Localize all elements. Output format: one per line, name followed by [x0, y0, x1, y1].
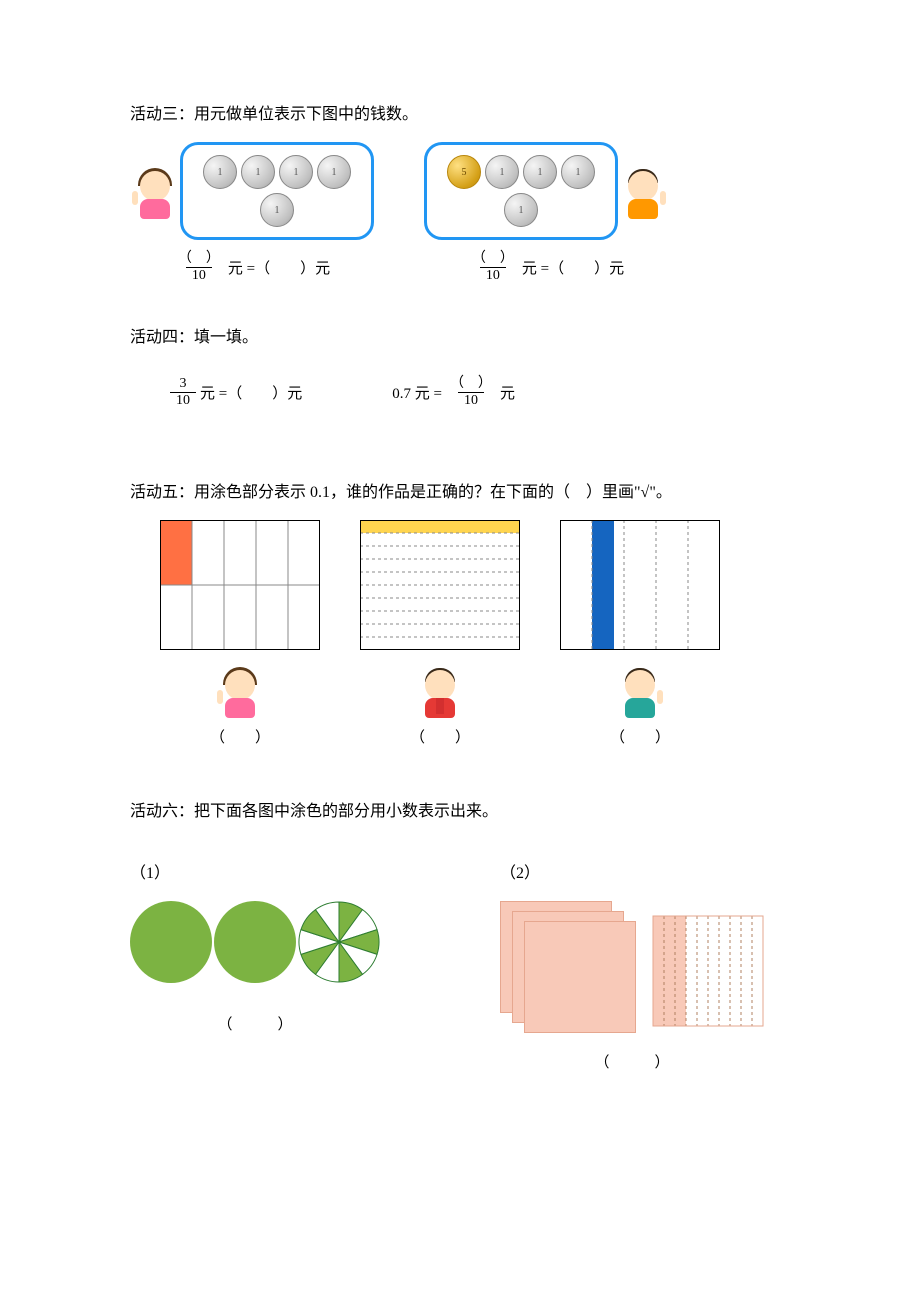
eq-tail: 元 =（ ）元: [228, 257, 330, 278]
q2-label: （2）: [500, 859, 540, 883]
coin-bubble-right: 51111: [424, 142, 618, 240]
frac-den: 10: [170, 392, 196, 408]
boy2-avatar-icon: [415, 660, 465, 720]
activity3-right-equation: （ ） 10 元 =（ ）元: [468, 252, 624, 283]
frac-den: 10: [186, 267, 212, 283]
boy-avatar-icon: [618, 161, 668, 221]
activity6-title: 活动六：把下面各图中涂色的部分用小数表示出来。: [130, 797, 790, 821]
activity3-right-group: 51111 （ ） 10 元 =（ ）元: [424, 142, 668, 283]
grid-diagram-icon: [360, 520, 520, 650]
coin-icon: 1: [241, 155, 275, 189]
activity3-left-group: 11111 （ ） 10 元 =（ ）元: [130, 142, 374, 283]
eq-lead: 0.7 元 =: [392, 382, 442, 403]
eq-tail: 元 =（ ）元: [200, 382, 302, 403]
activity6-q1: （1） （ ）: [130, 859, 380, 1034]
frac-den: 10: [458, 392, 484, 408]
grid-diagram-icon: [160, 520, 320, 650]
answer-paren: （ ）: [610, 726, 670, 747]
frac-num: （ ）: [446, 377, 496, 392]
activity5-option: （ ）: [360, 520, 520, 747]
activity3-title: 活动三：用元做单位表示下图中的钱数。: [130, 100, 790, 124]
coin-icon: 1: [504, 193, 538, 227]
frac-num: 3: [176, 377, 191, 392]
activity3-left-equation: （ ） 10 元 =（ ）元: [174, 252, 330, 283]
activity6-row: （1） （ ） （2） （ ）: [130, 859, 790, 1072]
eq-tail: 元 =（ ）元: [522, 257, 624, 278]
answer-paren: （ ）: [217, 1013, 292, 1034]
partial-square-icon: [652, 915, 764, 1027]
activity4-left: 3 10 元 =（ ）元: [170, 377, 302, 408]
coin-icon: 1: [561, 155, 595, 189]
square-stack-icon: [500, 901, 640, 1031]
coin-icon: 5: [447, 155, 481, 189]
activity5-row: （ ） （ ） （ ）: [160, 520, 790, 747]
coin-icon: 1: [523, 155, 557, 189]
boy3-avatar-icon: [615, 660, 665, 720]
full-circle-icon: [214, 901, 296, 983]
frac-den: 10: [480, 267, 506, 283]
girl-avatar-icon: [130, 161, 180, 221]
answer-paren: （ ）: [410, 726, 470, 747]
activity4-row: 3 10 元 =（ ）元 0.7 元 = （ ） 10 元: [170, 365, 790, 408]
coin-icon: 1: [203, 155, 237, 189]
frac-num: （ ）: [174, 252, 224, 267]
activity5-option: （ ）: [160, 520, 320, 747]
coin-icon: 1: [317, 155, 351, 189]
activity5-option: （ ）: [560, 520, 720, 747]
circles-row: [130, 901, 380, 983]
grid-diagram-icon: [560, 520, 720, 650]
pie-chart-icon: [298, 901, 380, 983]
answer-paren: （ ）: [210, 726, 270, 747]
coin-icon: 1: [279, 155, 313, 189]
coin-bubble-left: 11111: [180, 142, 374, 240]
full-circle-icon: [130, 901, 212, 983]
girl-avatar-icon: [215, 660, 265, 720]
activity4-title: 活动四：填一填。: [130, 323, 790, 347]
eq-tail: 元: [500, 382, 515, 403]
activity3-row: 11111 （ ） 10 元 =（ ）元 51111 （ ）: [130, 142, 790, 283]
activity4-right: 0.7 元 = （ ） 10 元: [392, 377, 515, 408]
activity5-title: 活动五：用涂色部分表示 0.1，谁的作品是正确的？在下面的（ ）里画"√"。: [130, 478, 790, 502]
answer-paren: （ ）: [594, 1051, 669, 1072]
coin-icon: 1: [485, 155, 519, 189]
frac-num: （ ）: [468, 252, 518, 267]
activity6-q2: （2） （ ）: [500, 859, 764, 1072]
q1-label: （1）: [130, 859, 170, 883]
coin-icon: 1: [260, 193, 294, 227]
